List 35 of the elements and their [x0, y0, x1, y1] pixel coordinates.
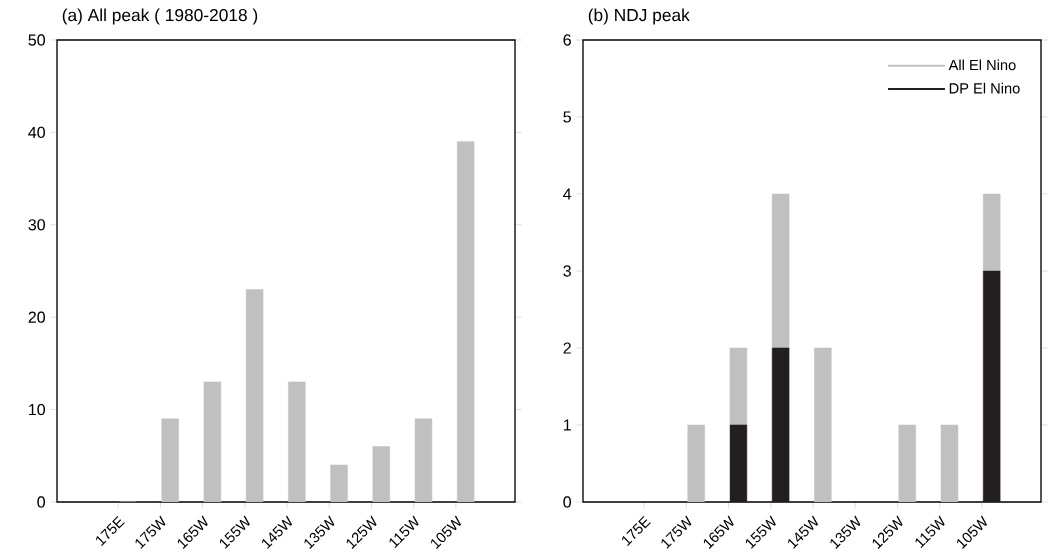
bar [687, 424, 705, 502]
bar [330, 464, 348, 502]
bar [414, 418, 433, 502]
y-tick-label: 0 [37, 496, 45, 508]
y-tick-label: 3 [563, 265, 571, 277]
bar [814, 347, 832, 502]
y-tick-label: 4 [563, 188, 572, 200]
y-tick-label: 40 [28, 126, 45, 139]
bar [245, 289, 264, 502]
y-tick-label: 50 [28, 34, 45, 46]
bar [940, 424, 959, 502]
bar [729, 424, 748, 502]
y-tick-label: 6 [563, 34, 571, 46]
legend-label: All El Nino [948, 59, 1016, 71]
y-tick-label: 30 [28, 219, 45, 231]
bar [203, 381, 222, 502]
bar [771, 347, 790, 502]
y-tick-label: 2 [563, 342, 571, 354]
bar [729, 347, 748, 426]
bar [982, 270, 1001, 502]
bar [771, 193, 790, 349]
chart-title: (a) All peak ( 1980-2018 ) [62, 8, 258, 25]
y-tick-label: 5 [563, 111, 571, 123]
legend-label: DP El Nino [949, 82, 1020, 94]
bar [372, 446, 390, 502]
bar [898, 424, 916, 502]
y-tick-label: 0 [563, 496, 572, 508]
bar [456, 141, 475, 502]
bar [161, 418, 179, 502]
y-tick-label: 1 [563, 419, 571, 431]
bar [982, 193, 1001, 272]
y-tick-label: 20 [28, 311, 45, 323]
y-tick-label: 10 [29, 403, 45, 416]
bar [288, 381, 306, 502]
chart-title: (b) NDJ peak [588, 8, 690, 25]
